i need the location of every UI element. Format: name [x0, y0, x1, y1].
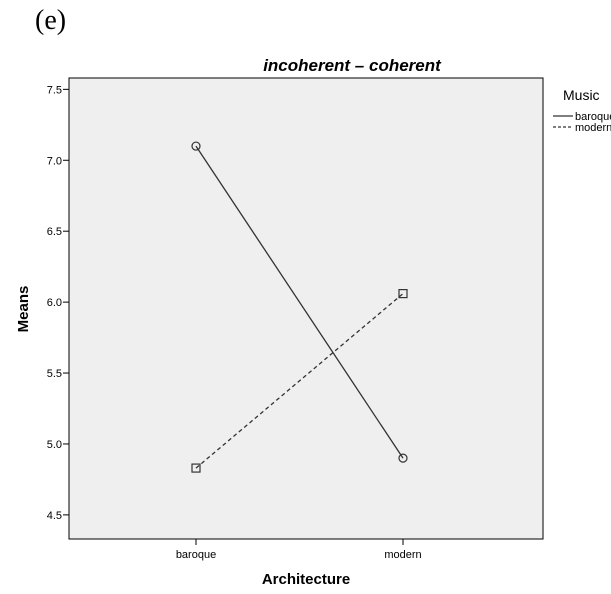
chart-title: incoherent – coherent	[263, 56, 442, 75]
legend-label-baroque: baroque	[575, 111, 611, 123]
x-tick-label: baroque	[176, 549, 216, 561]
y-tick-label: 5.5	[47, 368, 62, 380]
y-tick-label: 6.0	[47, 297, 62, 309]
plot-area	[68, 77, 544, 540]
y-axis-title: Means	[15, 286, 32, 333]
series-layer	[191, 141, 408, 473]
y-tick-label: 7.0	[47, 155, 62, 167]
data-point-modern	[191, 463, 201, 473]
legend-title: Music	[563, 87, 600, 103]
y-tick-label: 4.5	[47, 510, 62, 522]
legend-label-modern: modern	[575, 122, 611, 134]
y-tick-label: 5.0	[47, 439, 62, 451]
series-line-modern	[195, 293, 404, 469]
data-point-baroque	[398, 453, 408, 463]
y-tick-label: 6.5	[47, 226, 62, 238]
y-axis-ticks: 4.5 5.0 5.5 6.0 6.5 7.0 7.5	[47, 84, 69, 522]
y-tick-label: 7.5	[47, 84, 62, 96]
series-line-baroque	[195, 145, 404, 459]
data-point-modern	[398, 289, 408, 299]
x-axis-ticks: baroque modern	[176, 539, 422, 561]
x-axis-title: Architecture	[262, 571, 350, 588]
x-tick-label: modern	[384, 549, 421, 561]
data-point-baroque	[191, 141, 201, 151]
panel-label: (e)	[35, 5, 67, 36]
